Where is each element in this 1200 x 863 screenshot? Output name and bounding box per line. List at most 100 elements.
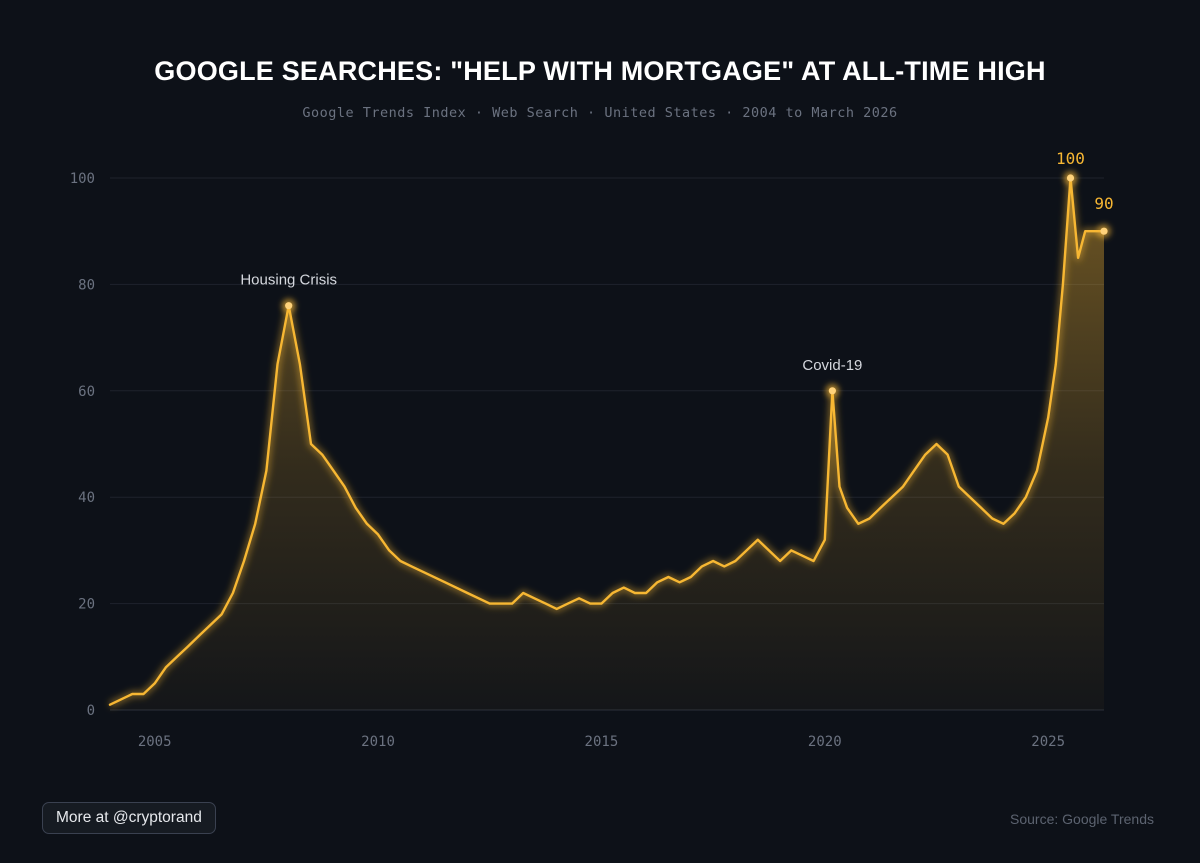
data-point bbox=[410, 565, 412, 567]
data-point bbox=[924, 453, 926, 455]
data-point bbox=[757, 539, 759, 541]
value-marker bbox=[1066, 174, 1075, 182]
x-tick-label: 2020 bbox=[808, 734, 842, 750]
data-point bbox=[656, 581, 658, 583]
data-point bbox=[690, 576, 692, 578]
data-point bbox=[1055, 363, 1057, 365]
data-point bbox=[399, 560, 401, 562]
value-marker bbox=[1100, 227, 1108, 235]
x-tick-label: 2010 bbox=[361, 734, 395, 750]
data-point bbox=[243, 560, 245, 562]
data-point bbox=[812, 560, 814, 562]
data-point bbox=[600, 602, 602, 604]
data-point bbox=[578, 597, 580, 599]
data-point bbox=[611, 592, 613, 594]
data-point bbox=[734, 560, 736, 562]
data-point bbox=[209, 624, 211, 626]
data-point bbox=[1047, 416, 1049, 418]
data-point bbox=[220, 613, 222, 615]
annotation-label: Housing Crisis bbox=[240, 272, 337, 289]
data-point bbox=[1013, 512, 1015, 514]
y-tick-label: 0 bbox=[87, 703, 95, 719]
data-point bbox=[991, 517, 993, 519]
data-point bbox=[801, 555, 803, 557]
source-credit: Source: Google Trends bbox=[1010, 811, 1154, 827]
data-point bbox=[768, 549, 770, 551]
data-point bbox=[838, 485, 840, 487]
data-point bbox=[556, 608, 558, 610]
data-point bbox=[265, 469, 267, 471]
area-layer bbox=[108, 175, 1104, 710]
data-point bbox=[444, 581, 446, 583]
data-point bbox=[879, 507, 881, 509]
data-point bbox=[153, 682, 155, 684]
annotation-marker bbox=[828, 387, 836, 395]
data-point bbox=[712, 560, 714, 562]
data-point bbox=[1025, 496, 1027, 498]
data-point bbox=[678, 581, 680, 583]
data-point bbox=[1002, 523, 1004, 525]
data-point bbox=[645, 592, 647, 594]
y-tick-label: 80 bbox=[78, 277, 95, 293]
data-point bbox=[165, 666, 167, 668]
chart-subtitle: Google Trends Index · Web Search · Unite… bbox=[302, 105, 898, 121]
data-point bbox=[489, 602, 491, 604]
data-point bbox=[366, 523, 368, 525]
data-point bbox=[422, 570, 424, 572]
data-point bbox=[544, 602, 546, 604]
data-point bbox=[1077, 257, 1079, 259]
data-point bbox=[343, 485, 345, 487]
data-point bbox=[946, 453, 948, 455]
data-point bbox=[868, 517, 870, 519]
data-point bbox=[466, 592, 468, 594]
data-point bbox=[1062, 283, 1064, 285]
data-point bbox=[187, 645, 189, 647]
data-point bbox=[980, 507, 982, 509]
data-point bbox=[388, 549, 390, 551]
data-point bbox=[790, 549, 792, 551]
more-at-cryptorand-button[interactable]: More at @cryptorand bbox=[42, 802, 216, 834]
y-tick-label: 20 bbox=[78, 597, 95, 613]
data-point bbox=[176, 656, 178, 658]
data-point bbox=[824, 539, 826, 541]
data-point bbox=[567, 602, 569, 604]
data-point bbox=[589, 602, 591, 604]
data-point bbox=[321, 453, 323, 455]
data-point bbox=[891, 496, 893, 498]
data-point bbox=[745, 549, 747, 551]
data-point bbox=[332, 469, 334, 471]
data-point bbox=[969, 496, 971, 498]
data-point bbox=[198, 634, 200, 636]
series-area-fill bbox=[110, 178, 1104, 710]
data-point bbox=[723, 565, 725, 567]
series-line bbox=[108, 176, 1106, 706]
data-point bbox=[254, 523, 256, 525]
data-point bbox=[276, 363, 278, 365]
data-point bbox=[109, 703, 111, 705]
data-point bbox=[299, 363, 301, 365]
data-point bbox=[232, 592, 234, 594]
data-point bbox=[511, 602, 513, 604]
data-point bbox=[522, 592, 524, 594]
data-point bbox=[779, 560, 781, 562]
value-label: 100 bbox=[1056, 149, 1085, 168]
data-point bbox=[623, 586, 625, 588]
annotation-marker bbox=[285, 302, 293, 310]
y-tick-label: 60 bbox=[78, 384, 95, 400]
data-point bbox=[131, 693, 133, 695]
data-point bbox=[355, 507, 357, 509]
data-point bbox=[857, 523, 859, 525]
data-point bbox=[902, 485, 904, 487]
x-tick-label: 2025 bbox=[1031, 734, 1065, 750]
data-point bbox=[701, 565, 703, 567]
labels-layer: 0 20 40 60 80 100 2005 2010 2015 2020 2025 Housing … bbox=[70, 149, 1114, 750]
data-point bbox=[667, 576, 669, 578]
y-tick-label: 100 bbox=[70, 171, 95, 187]
data-point bbox=[533, 597, 535, 599]
data-point bbox=[846, 507, 848, 509]
data-point bbox=[1092, 230, 1094, 232]
data-point bbox=[935, 443, 937, 445]
chart-title: GOOGLE SEARCHES: "HELP WITH MORTGAGE" AT… bbox=[154, 56, 1046, 86]
data-point bbox=[634, 592, 636, 594]
